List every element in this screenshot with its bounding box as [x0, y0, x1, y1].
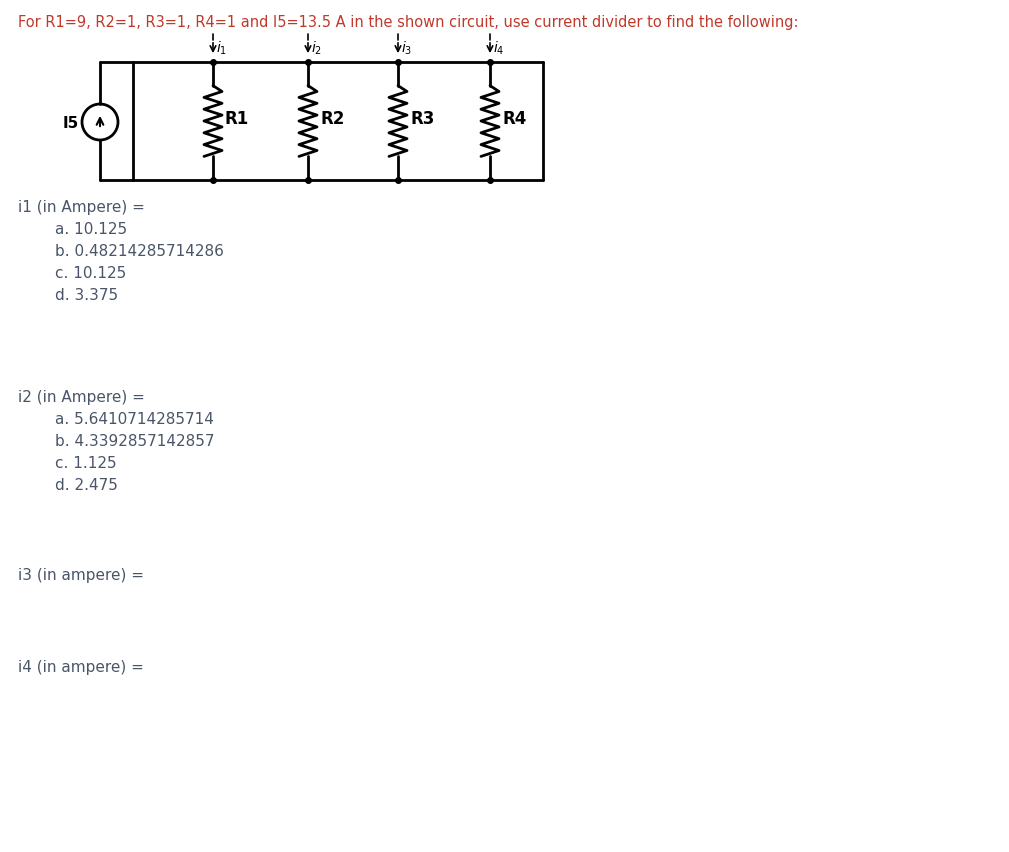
Text: c. 10.125: c. 10.125	[55, 266, 126, 281]
Text: i3 (in ampere) =: i3 (in ampere) =	[18, 568, 144, 583]
Text: i2 (in Ampere) =: i2 (in Ampere) =	[18, 390, 145, 405]
Text: R2: R2	[320, 110, 344, 128]
Text: a. 10.125: a. 10.125	[55, 222, 127, 237]
Text: i1 (in Ampere) =: i1 (in Ampere) =	[18, 200, 145, 215]
Text: a. 5.6410714285714: a. 5.6410714285714	[55, 412, 214, 427]
Text: b. 0.48214285714286: b. 0.48214285714286	[55, 244, 224, 259]
Text: c. 1.125: c. 1.125	[55, 456, 117, 471]
Text: R4: R4	[502, 110, 527, 128]
Text: R3: R3	[410, 110, 435, 128]
Text: $i_2$: $i_2$	[311, 39, 322, 57]
Text: d. 3.375: d. 3.375	[55, 288, 118, 303]
Text: $i_1$: $i_1$	[216, 39, 227, 57]
Text: $i_3$: $i_3$	[401, 39, 413, 57]
Text: b. 4.3392857142857: b. 4.3392857142857	[55, 434, 215, 449]
Text: i4 (in ampere) =: i4 (in ampere) =	[18, 660, 144, 675]
Text: I5: I5	[63, 116, 79, 130]
Text: $i_4$: $i_4$	[493, 39, 504, 57]
Text: For R1=9, R2=1, R3=1, R4=1 and I5=13.5 A in the shown circuit, use current divid: For R1=9, R2=1, R3=1, R4=1 and I5=13.5 A…	[18, 15, 798, 30]
Text: R1: R1	[225, 110, 249, 128]
Text: d. 2.475: d. 2.475	[55, 478, 118, 493]
